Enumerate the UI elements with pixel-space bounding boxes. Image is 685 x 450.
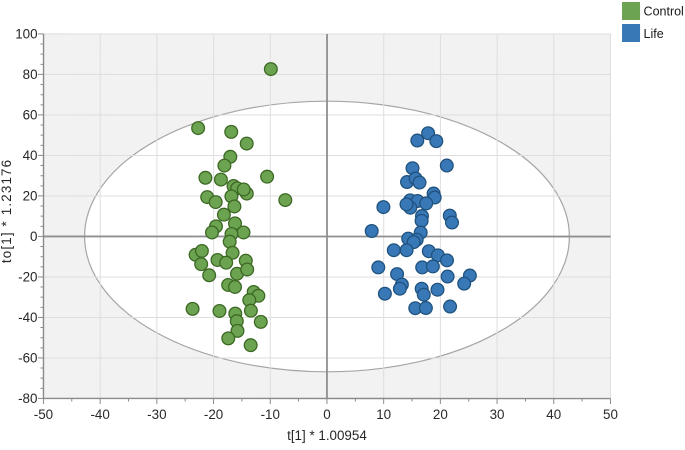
svg-text:-40: -40 xyxy=(90,407,109,422)
svg-text:-10: -10 xyxy=(261,407,280,422)
svg-text:-40: -40 xyxy=(18,310,37,325)
svg-text:-20: -20 xyxy=(18,270,37,285)
svg-text:100: 100 xyxy=(15,27,37,42)
svg-text:Control: Control xyxy=(644,4,684,18)
svg-text:0: 0 xyxy=(323,407,330,422)
svg-text:0: 0 xyxy=(30,229,37,244)
svg-text:-30: -30 xyxy=(147,407,166,422)
svg-text:Life: Life xyxy=(644,27,664,41)
svg-text:-50: -50 xyxy=(34,407,53,422)
svg-text:10: 10 xyxy=(376,407,391,422)
svg-text:-20: -20 xyxy=(204,407,223,422)
svg-text:50: 50 xyxy=(603,407,618,422)
svg-text:40: 40 xyxy=(546,407,561,422)
svg-text:t[1] * 1.00954: t[1] * 1.00954 xyxy=(287,428,367,443)
svg-text:60: 60 xyxy=(23,108,38,123)
svg-text:20: 20 xyxy=(433,407,448,422)
svg-text:30: 30 xyxy=(490,407,505,422)
svg-text:to[1] * 1.23176: to[1] * 1.23176 xyxy=(0,159,14,263)
svg-text:-80: -80 xyxy=(18,391,37,406)
svg-text:-60: -60 xyxy=(18,351,37,366)
svg-text:40: 40 xyxy=(23,148,38,163)
svg-text:80: 80 xyxy=(23,67,38,82)
svg-text:20: 20 xyxy=(23,189,38,204)
